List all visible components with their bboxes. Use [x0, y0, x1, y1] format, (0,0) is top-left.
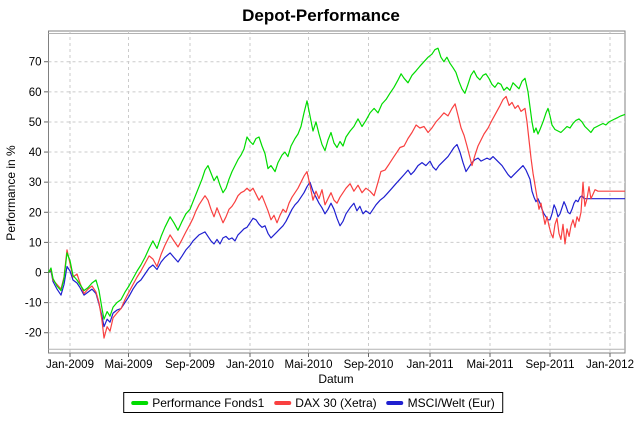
x-tick-label: Sep-2011 [525, 359, 574, 371]
y-tick-label: 30 [29, 177, 42, 189]
chart-title: Depot-Performance [242, 6, 400, 25]
x-axis-label: Datum [318, 372, 354, 386]
x-tick-label: Mai-2011 [466, 359, 513, 371]
fonds-line-swatch [131, 400, 149, 405]
x-tick-label: Jan-2010 [226, 359, 274, 371]
legend-label-dax: DAX 30 (Xetra) [295, 395, 377, 410]
x-tick-label: Jan-2012 [586, 359, 634, 371]
legend-item-msci: MSCI/Welt (Eur) [386, 395, 495, 410]
y-tick-label: 0 [35, 268, 41, 280]
legend: Performance Fonds1 DAX 30 (Xetra) MSCI/W… [123, 392, 503, 413]
series-line-dax-30-xetra- [48, 95, 625, 339]
dax-line-swatch [274, 400, 292, 405]
y-tick-label: 40 [29, 147, 42, 159]
legend-label-msci: MSCI/Welt (Eur) [407, 395, 495, 410]
y-tick-label: -10 [25, 298, 42, 310]
x-tick-label: Mai-2010 [285, 359, 333, 371]
msci-line-swatch [386, 400, 404, 405]
x-tick-label: Sep-2010 [344, 359, 394, 371]
y-tick-label: 50 [29, 117, 42, 129]
legend-item-dax: DAX 30 (Xetra) [274, 395, 377, 410]
x-tick-label: Sep-2009 [165, 359, 215, 371]
y-tick-label: 20 [29, 207, 42, 219]
series-line-msci-welt-eur- [48, 143, 625, 328]
legend-item-fonds: Performance Fonds1 [131, 396, 264, 410]
x-tick-label: Jan-2011 [406, 359, 453, 371]
y-tick-label: 10 [29, 237, 42, 249]
y-tick-label: 70 [29, 57, 42, 69]
x-tick-label: Jan-2009 [46, 359, 94, 371]
series-line-performance-fonds1 [47, 47, 626, 320]
y-tick-label: 60 [29, 87, 42, 99]
y-tick-label: -20 [25, 328, 42, 340]
legend-label-fonds: Performance Fonds1 [152, 395, 265, 410]
x-tick-label: Mai-2009 [105, 359, 153, 371]
plot-area [48, 30, 626, 354]
